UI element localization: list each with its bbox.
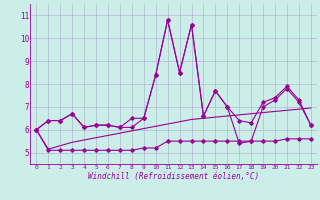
X-axis label: Windchill (Refroidissement éolien,°C): Windchill (Refroidissement éolien,°C) xyxy=(88,172,259,181)
